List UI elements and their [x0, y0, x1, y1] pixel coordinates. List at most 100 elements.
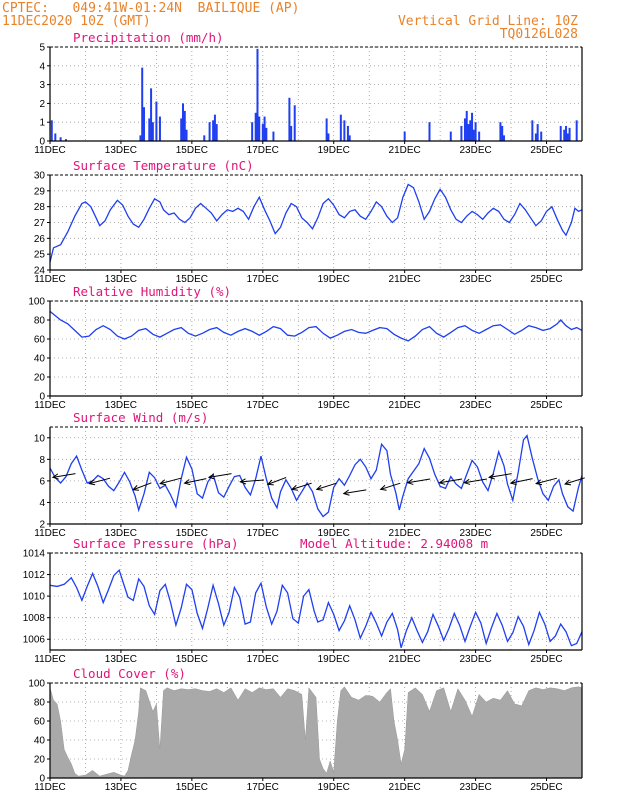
y-tick-label: 29 — [34, 186, 46, 197]
precip-bar — [288, 97, 291, 141]
precip-bar — [428, 122, 431, 141]
precip-bar — [142, 107, 145, 141]
cloud-cover-area — [49, 686, 583, 779]
precip-bar — [563, 129, 566, 141]
x-tick-label: 23DEC — [459, 654, 491, 665]
y-tick-label: 1 — [39, 118, 45, 129]
wind-arrow — [291, 482, 312, 490]
wind-arrow-head — [342, 489, 350, 496]
x-tick-label: 21DEC — [389, 400, 421, 411]
x-tick-label: 19DEC — [318, 528, 350, 539]
pressure-title: Surface Pressure (hPa) — [73, 536, 239, 551]
y-tick-label: 1014 — [23, 549, 46, 560]
wind-arrow — [510, 478, 533, 484]
wind-arrow — [240, 479, 265, 483]
precip-bar — [263, 116, 266, 141]
x-tick-label: 15DEC — [176, 400, 208, 411]
panels: 0 1 2 3 4 5 11DEC 13DEC 15DEC 17DEC 19DEC 21DEC 23DE… — [23, 30, 585, 793]
wind-arrow — [132, 482, 152, 491]
x-tick-label: 21DEC — [389, 782, 421, 793]
precip-bar — [290, 125, 293, 141]
y-tick-label: 4 — [39, 61, 45, 72]
precip-bar — [474, 122, 477, 141]
y-tick-label: 2 — [39, 99, 45, 110]
x-tick-label: 25DEC — [530, 782, 562, 793]
wind-arrow — [489, 473, 512, 478]
y-tick-label: 40 — [34, 354, 46, 365]
precip-bar — [208, 122, 211, 141]
y-tick-label: 100 — [28, 297, 45, 308]
x-tick-label: 17DEC — [247, 145, 279, 156]
x-tick-label: 15DEC — [176, 145, 208, 156]
y-tick-label: 80 — [34, 698, 46, 709]
precip-bar — [565, 125, 568, 141]
wind-arrow — [184, 478, 207, 484]
precip-bar — [50, 120, 53, 141]
y-tick-label: 26 — [34, 234, 46, 245]
y-tick-label: 0 — [39, 137, 45, 148]
y-tick-label: 60 — [34, 335, 46, 346]
wind-arrow-head — [463, 478, 471, 485]
precip-bar — [348, 135, 351, 141]
precip-bar — [575, 120, 578, 141]
y-tick-label: 8 — [39, 455, 45, 466]
y-tick-label: 0 — [39, 392, 45, 403]
y-tick-label: 0 — [39, 774, 45, 785]
precip-bar — [472, 129, 475, 141]
x-tick-label: 25DEC — [530, 145, 562, 156]
date-line: 11DEC2020 10Z (GMT) — [2, 14, 151, 29]
wind-arrow-head — [406, 478, 414, 485]
x-tick-label: 15DEC — [176, 274, 208, 285]
wind-panel: 2 4 6 8 10 11DEC 13DEC 15DEC 17DEC 19DEC 21DEC 23DE… — [34, 410, 585, 539]
precip-bar — [465, 110, 468, 141]
humidity-title: Relative Humidity (%) — [73, 284, 231, 299]
wind-arrow — [208, 473, 232, 478]
precip-bar — [540, 131, 543, 141]
precip-bar — [141, 67, 144, 141]
wind-arrow — [89, 477, 111, 485]
x-tick-label: 13DEC — [105, 400, 137, 411]
wind-arrow-head — [315, 484, 323, 491]
x-tick-label: 25DEC — [530, 654, 562, 665]
precip-bar — [460, 125, 463, 141]
precip-bar — [180, 118, 183, 141]
y-tick-label: 1012 — [23, 570, 46, 581]
wind-arrow — [52, 473, 76, 478]
y-tick-label: 30 — [34, 171, 46, 182]
x-tick-label: 19DEC — [318, 274, 350, 285]
precipitation-panel: 0 1 2 3 4 5 11DEC 13DEC 15DEC 17DEC 19DEC 21DEC 23DE… — [34, 30, 583, 156]
precip-bar — [502, 135, 505, 141]
wind-arrow-head — [207, 473, 215, 480]
precip-bar — [559, 125, 562, 141]
y-tick-label: 20 — [34, 373, 46, 384]
wind-arrow-head — [379, 484, 387, 491]
wind-arrow-head — [239, 478, 247, 485]
precip-bar — [54, 133, 57, 141]
wind-arrow-head — [563, 479, 572, 486]
y-tick-label: 3 — [39, 80, 45, 91]
x-tick-label: 21DEC — [389, 274, 421, 285]
x-tick-label: 13DEC — [105, 528, 137, 539]
x-tick-label: 17DEC — [247, 782, 279, 793]
model-altitude-label: Model Altitude: 2.94008 m — [300, 536, 488, 551]
wind-arrow-head — [535, 479, 543, 486]
x-tick-label: 11DEC — [34, 528, 66, 539]
wind-arrow-head — [266, 479, 274, 486]
precip-bar — [343, 120, 346, 141]
precip-bar — [148, 118, 151, 141]
precip-bar — [261, 124, 264, 141]
precip-bar — [59, 137, 62, 141]
precip-bar — [254, 112, 257, 141]
x-tick-label: 25DEC — [530, 528, 562, 539]
precip-bar — [215, 124, 218, 141]
x-tick-label: 25DEC — [530, 400, 562, 411]
precip-bar — [151, 122, 154, 141]
x-tick-label: 11DEC — [34, 400, 66, 411]
wind-arrow — [267, 476, 287, 485]
cloud-cover-panel: 0 20 40 60 80 100 11DEC 13DEC 15DEC 17DEC 19DEC 21D… — [28, 666, 583, 793]
wind-title: Surface Wind (m/s) — [73, 410, 208, 425]
run-id: TQ0126L028 — [500, 27, 578, 42]
y-tick-label: 10 — [34, 433, 46, 444]
precip-bar — [158, 116, 161, 141]
precip-bar — [150, 88, 153, 141]
